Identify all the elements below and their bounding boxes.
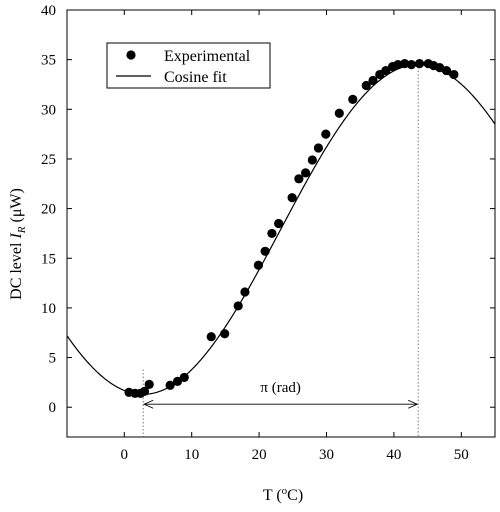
data-point (449, 69, 459, 80)
data-point (240, 287, 250, 297)
data-point (406, 60, 417, 70)
y-tick-label: 10 (41, 301, 56, 317)
data-point (253, 260, 264, 270)
data-point (233, 301, 243, 311)
data-point (400, 59, 410, 69)
period-arrow-head-right (407, 399, 419, 409)
x-tick-label: 10 (184, 447, 199, 463)
data-point (313, 143, 324, 153)
legend-marker-experimental (126, 50, 136, 60)
data-point (301, 168, 311, 178)
data-point (220, 329, 230, 339)
axis-ticks (67, 9, 495, 437)
data-point (267, 228, 277, 239)
annotations (142, 63, 419, 437)
experimental-points (124, 59, 459, 398)
legend-box (106, 42, 271, 89)
plot-frame (66, 9, 496, 438)
x-tick-label: 0 (121, 447, 129, 463)
data-point (321, 129, 331, 139)
y-tick-label: 15 (41, 251, 56, 267)
y-tick-label: 35 (41, 53, 56, 69)
data-point (381, 65, 391, 76)
legend-label-cosine-fit: Cosine fit (164, 69, 227, 86)
data-point (361, 80, 371, 91)
data-point (414, 59, 425, 69)
x-tick-label: 20 (252, 447, 267, 463)
data-point (206, 332, 216, 342)
data-point (274, 218, 284, 229)
arrow-label: π (rad) (260, 380, 300, 396)
y-tick-label: 25 (41, 152, 56, 168)
data-point (287, 193, 297, 203)
data-point (334, 108, 344, 118)
data-point (172, 376, 183, 386)
data-point (393, 60, 403, 70)
data-point (441, 65, 452, 76)
legend-label-experimental: Experimental (164, 48, 251, 65)
x-axis-title: T (oC) (263, 485, 303, 504)
data-point (294, 174, 304, 184)
y-axis-title: DC level IR (μW) (8, 188, 28, 300)
y-tick-label: 30 (41, 102, 56, 118)
data-point (165, 380, 175, 390)
axis-tick-labels: 0 10 20 30 40 50 0 5 10 15 20 25 30 35 40 (41, 3, 469, 463)
x-tick-label: 50 (454, 447, 469, 463)
x-tick-label: 40 (386, 447, 401, 463)
data-point (348, 94, 358, 104)
data-point (139, 386, 150, 396)
y-tick-label: 5 (49, 351, 57, 367)
data-point (144, 379, 154, 389)
data-point (260, 246, 270, 256)
y-tick-label: 40 (41, 3, 56, 19)
y-tick-label: 0 (49, 400, 57, 416)
period-arrow-head-left (143, 399, 154, 409)
legend: Experimental Cosine fit (106, 42, 271, 89)
x-tick-label: 30 (319, 447, 334, 463)
y-tick-label: 20 (41, 202, 56, 218)
data-point (179, 372, 189, 383)
data-point (368, 75, 378, 86)
data-point (307, 155, 317, 165)
